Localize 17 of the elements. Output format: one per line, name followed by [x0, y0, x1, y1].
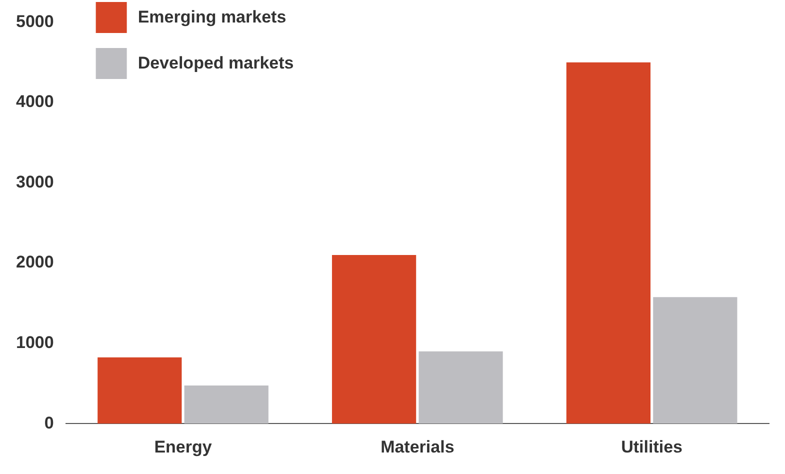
bar [332, 255, 416, 424]
x-tick-label: Utilities [621, 437, 683, 456]
y-tick-label: 4000 [16, 92, 54, 112]
bar [566, 62, 650, 424]
y-tick-label: 3000 [16, 172, 54, 192]
bar [653, 297, 738, 424]
y-tick-label: 2000 [16, 252, 54, 272]
bar [418, 351, 503, 424]
legend-label: Emerging markets [138, 8, 286, 27]
legend-label: Developed markets [138, 54, 294, 73]
x-tick-label: Energy [154, 437, 212, 456]
bar [98, 357, 182, 424]
y-tick-label: 0 [44, 413, 54, 432]
y-tick-label: 1000 [16, 333, 54, 352]
x-tick-label: Materials [380, 437, 454, 456]
bar [184, 385, 268, 424]
y-tick-label: 5000 [16, 12, 54, 31]
